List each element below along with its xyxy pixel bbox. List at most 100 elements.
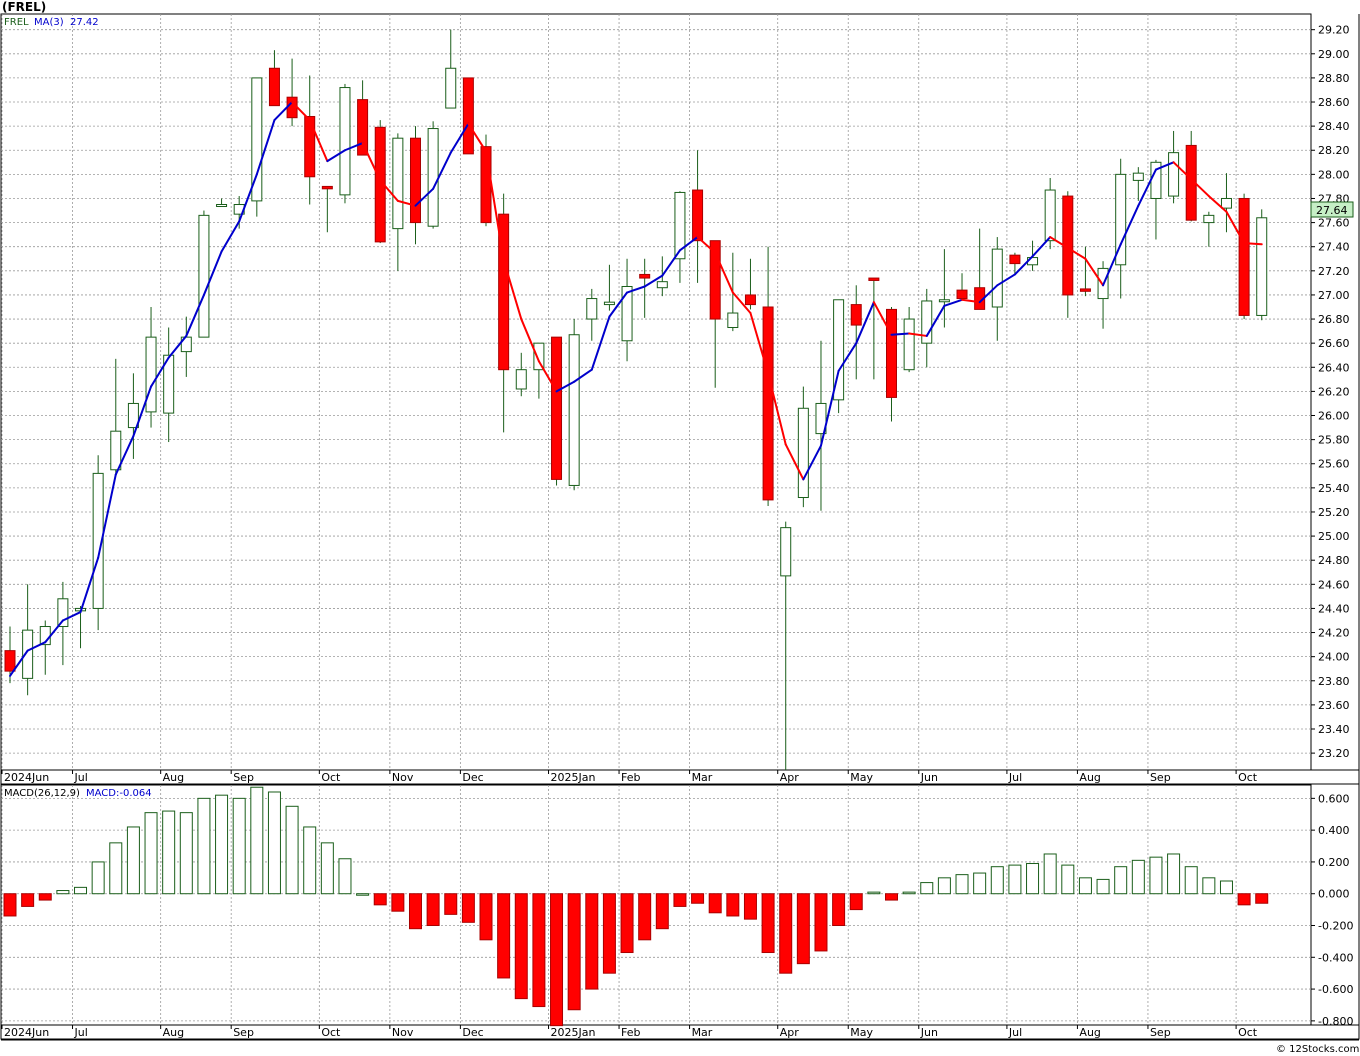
- candle-body: [603, 301, 615, 306]
- candle: [339, 83, 351, 204]
- ma-segment: [202, 250, 223, 296]
- candle-body: [321, 185, 333, 190]
- ma-segment: [1190, 178, 1210, 198]
- macd-tick-label: 0.600: [1318, 792, 1350, 805]
- candle-body: [4, 650, 16, 672]
- date-label: Mar: [692, 1026, 713, 1039]
- ma-segment: [925, 304, 946, 337]
- date-label: 2024Jun: [4, 1026, 49, 1039]
- macd-bar: [426, 893, 440, 927]
- ma-segment: [150, 356, 170, 388]
- candle-body: [956, 289, 968, 300]
- macd-bar: [567, 893, 581, 1011]
- candle-body: [515, 369, 527, 390]
- candle: [145, 306, 157, 428]
- date-label: Aug: [1079, 771, 1100, 784]
- candle-body: [110, 430, 122, 471]
- ma-segment: [1049, 236, 1069, 249]
- macd-bar: [162, 810, 176, 895]
- candle: [621, 258, 633, 362]
- price-tick-label: 24.60: [1318, 578, 1350, 591]
- macd-bar: [550, 893, 564, 1027]
- candle-body: [533, 342, 545, 371]
- candle: [1132, 167, 1144, 201]
- macd-bar: [391, 893, 405, 912]
- candle-body: [709, 240, 721, 320]
- candle: [515, 352, 527, 397]
- macd-tick-label: 0.400: [1318, 824, 1350, 837]
- macd-bar: [267, 791, 281, 895]
- candle-body: [1203, 214, 1215, 224]
- ma-segment: [1066, 246, 1087, 260]
- ma-segment: [802, 444, 822, 481]
- macd-tick-label: 0.000: [1318, 888, 1350, 901]
- candle: [1062, 191, 1074, 318]
- date-label: Dec: [462, 1026, 483, 1039]
- ma-segment: [837, 342, 858, 372]
- macd-bar: [1008, 864, 1022, 895]
- candle: [797, 386, 809, 508]
- candle: [833, 299, 845, 414]
- ma-segment: [872, 301, 893, 336]
- macd-bar: [849, 893, 863, 911]
- ma-segment: [520, 318, 540, 363]
- candle-body: [445, 67, 457, 109]
- macd-bar: [902, 891, 916, 895]
- candle-body: [374, 126, 386, 243]
- macd-bar: [303, 826, 317, 895]
- chart-title: (FREL): [2, 0, 46, 14]
- candle-body: [286, 96, 298, 119]
- candle: [1097, 261, 1109, 329]
- ma-segment: [1225, 210, 1246, 245]
- macd-bar: [514, 893, 528, 1000]
- macd-bar: [955, 874, 969, 895]
- macd-bar: [320, 842, 334, 895]
- macd-bar: [1237, 893, 1251, 906]
- candle: [198, 210, 210, 338]
- ma-segment: [379, 179, 399, 202]
- macd-bar: [937, 877, 951, 895]
- macd-bar: [1096, 878, 1110, 895]
- price-tick-label: 28.40: [1318, 120, 1350, 133]
- macd-bar: [285, 805, 299, 895]
- ma-segment: [1031, 236, 1052, 258]
- ma-segment: [943, 298, 964, 307]
- ma-segment: [343, 142, 364, 152]
- candle: [868, 277, 880, 380]
- macd-bar: [356, 893, 370, 896]
- candle-body: [586, 298, 598, 320]
- macd-bar: [814, 893, 828, 952]
- candle: [603, 264, 615, 311]
- price-tick-label: 28.00: [1318, 168, 1350, 181]
- macd-bar: [1184, 866, 1198, 895]
- candle: [551, 336, 563, 486]
- price-grid: [0, 13, 1360, 1039]
- date-label: Sep: [1150, 771, 1171, 784]
- candle: [1079, 246, 1091, 297]
- candle: [815, 340, 827, 511]
- price-tick-label: 25.00: [1318, 530, 1350, 543]
- candle-body: [850, 304, 862, 326]
- candle: [1220, 173, 1232, 233]
- price-tick-label: 29.20: [1318, 24, 1350, 37]
- candle-body: [886, 308, 897, 398]
- candle: [1115, 158, 1127, 299]
- date-label: Oct: [321, 1026, 341, 1039]
- candle-body: [1238, 197, 1250, 316]
- candle: [39, 620, 51, 675]
- candle-body: [727, 312, 739, 328]
- price-tick-label: 25.20: [1318, 506, 1350, 519]
- candle: [286, 58, 298, 127]
- last-price-badge: 27.64: [1310, 201, 1354, 218]
- price-tick-label: 24.20: [1318, 627, 1350, 640]
- macd-bar: [109, 842, 123, 895]
- date-label: Sep: [233, 1026, 254, 1039]
- date-label: Jun: [920, 1026, 938, 1039]
- candle: [92, 455, 104, 631]
- candle-body: [1256, 217, 1268, 316]
- price-tick-label: 28.60: [1318, 96, 1350, 109]
- macd-bar: [1078, 877, 1092, 895]
- candle: [903, 306, 915, 373]
- ma-segment: [273, 101, 294, 122]
